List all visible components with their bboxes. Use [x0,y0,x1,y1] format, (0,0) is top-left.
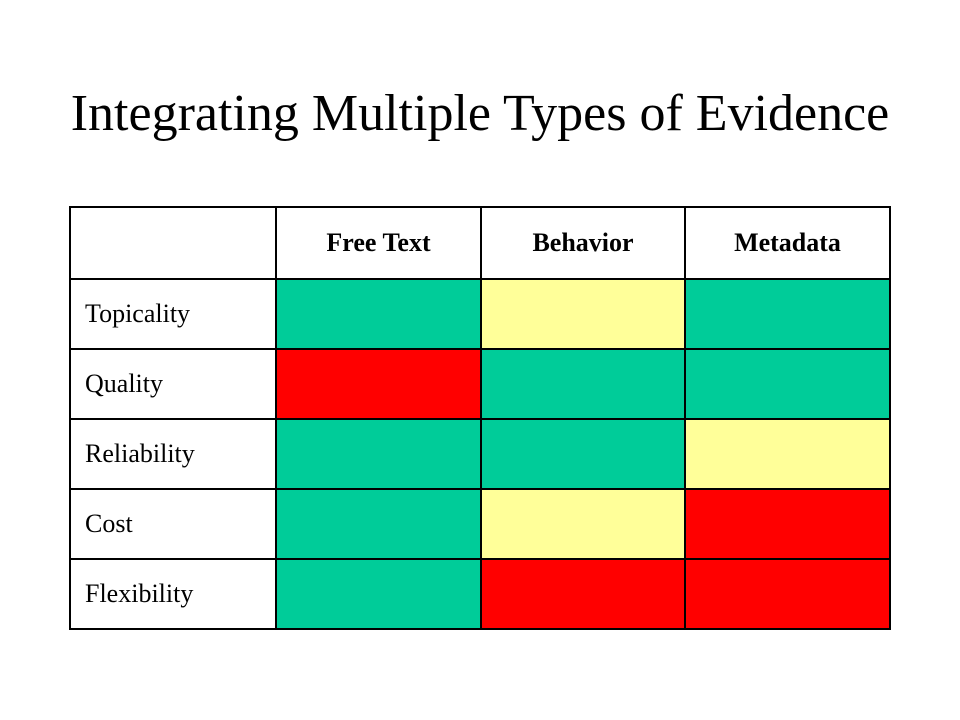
row-label-quality: Quality [69,348,277,420]
table-row: Quality [69,348,891,420]
table-row: Topicality [69,278,891,350]
table-row: Flexibility [69,558,891,630]
row-label-topicality: Topicality [69,278,277,350]
rating-cell [480,418,686,490]
rating-cell [684,558,891,630]
rating-cell [275,348,482,420]
table-row: Reliability [69,418,891,490]
rating-cell [684,418,891,490]
rating-cell [480,348,686,420]
rating-cell [275,278,482,350]
row-label-cost: Cost [69,488,277,560]
column-header-free-text: Free Text [275,206,482,280]
table-corner-cell [69,206,277,280]
rating-cell [275,418,482,490]
rating-cell [480,488,686,560]
rating-cell [684,278,891,350]
rating-cell [684,348,891,420]
rating-cell [275,488,482,560]
row-label-flexibility: Flexibility [69,558,277,630]
column-header-metadata: Metadata [684,206,891,280]
evidence-comparison-table: Free Text Behavior Metadata Topicality Q… [69,206,891,630]
table-header-row: Free Text Behavior Metadata [69,206,891,280]
slide-title: Integrating Multiple Types of Evidence [70,85,890,142]
rating-cell [275,558,482,630]
row-label-reliability: Reliability [69,418,277,490]
rating-cell [684,488,891,560]
rating-cell [480,278,686,350]
table-row: Cost [69,488,891,560]
rating-cell [480,558,686,630]
column-header-behavior: Behavior [480,206,686,280]
